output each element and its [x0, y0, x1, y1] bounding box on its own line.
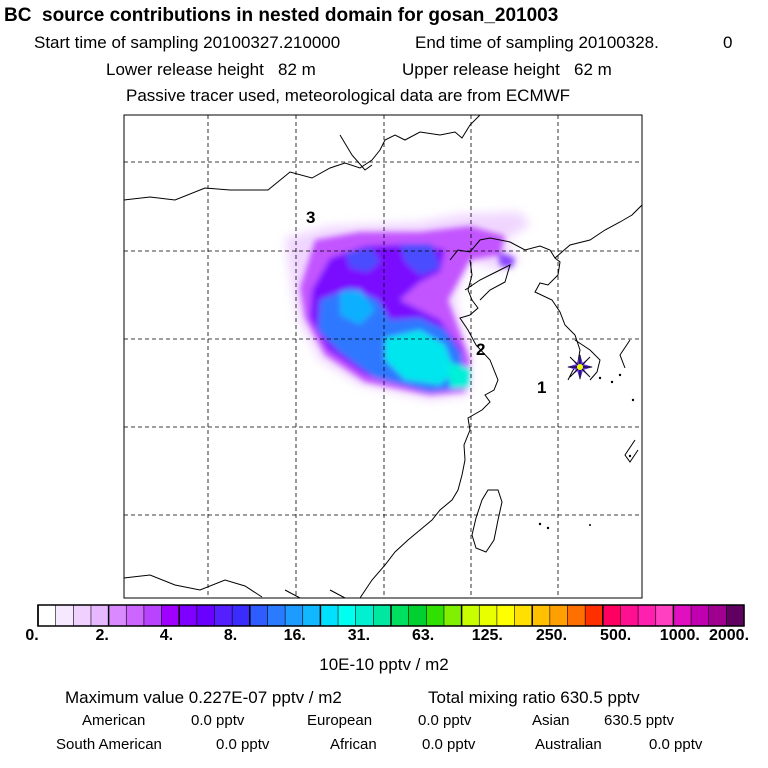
- colorbar-swatch: [355, 605, 374, 626]
- plot-title: BC source contributions in nested domain…: [4, 5, 559, 26]
- end-time-suffix: 0: [723, 33, 733, 52]
- colorbar-swatch: [408, 605, 427, 626]
- start-time-label: Start time of sampling 20100327.210000: [34, 33, 341, 52]
- colorbar-swatch: [443, 605, 463, 626]
- map-frame: [123, 114, 643, 599]
- receptor-star-icon: [567, 354, 593, 380]
- colorbar-swatch: [373, 605, 392, 626]
- region-value: 0.0 pptv: [422, 736, 476, 753]
- colorbar-swatch: [691, 605, 710, 626]
- concentration-plume: [285, 212, 530, 400]
- colorbar-swatch: [726, 605, 745, 626]
- tracer-note: Passive tracer used, meteorological data…: [126, 86, 571, 105]
- colorbar-unit: 10E-10 pptv / m2: [319, 655, 449, 674]
- colorbar-swatch: [90, 605, 110, 626]
- colorbar-swatch: [602, 605, 622, 626]
- colorbar-swatch: [214, 605, 233, 626]
- region-value: 0.0 pptv: [216, 736, 270, 753]
- colorbar-tick-label: 2000.: [708, 627, 750, 644]
- colorbar-swatch: [55, 605, 74, 626]
- colorbar-swatch: [267, 605, 286, 626]
- colorbar-swatch: [426, 605, 445, 626]
- upper-release-label: Upper release height 62 m: [402, 60, 612, 79]
- colorbar-swatch: [532, 605, 551, 626]
- colorbar-swatch: [549, 605, 569, 626]
- region-name: American: [82, 712, 146, 729]
- colorbar-swatch: [479, 605, 498, 626]
- colorbar-tick-label: 125.: [471, 627, 503, 644]
- colorbar-tick-label: 2.: [95, 627, 109, 644]
- region-value: 0.0 pptv: [191, 712, 245, 729]
- colorbar-swatch: [73, 605, 92, 626]
- marker-3-label: 3: [306, 208, 315, 227]
- colorbar-tick-label: 63.: [411, 627, 435, 644]
- colorbar-tick-label: 31.: [347, 627, 371, 644]
- region-name: South American: [56, 736, 162, 753]
- colorbar-swatch: [514, 605, 533, 626]
- end-time-label: End time of sampling 20100328.: [415, 33, 659, 52]
- marker-1-label: 1: [537, 378, 546, 397]
- maximum-value: Maximum value 0.227E-07 pptv / m2: [65, 688, 342, 707]
- colorbar-tick-label: 16.: [283, 627, 306, 644]
- colorbar-swatch: [585, 605, 604, 626]
- colorbar-tick-label: 0.: [25, 627, 39, 644]
- colorbar-swatch: [708, 605, 727, 626]
- region-name: Asian: [532, 712, 570, 729]
- colorbar-swatch: [496, 605, 516, 626]
- colorbar-swatch: [196, 605, 216, 626]
- colorbar-swatch: [249, 605, 269, 626]
- marker-2-label: 2: [476, 340, 485, 359]
- colorbar-swatch: [143, 605, 163, 626]
- colorbar-swatch: [302, 605, 321, 626]
- colorbar-swatch: [461, 605, 480, 626]
- region-value: 0.0 pptv: [418, 712, 472, 729]
- colorbar-swatch: [285, 605, 304, 626]
- lat-lon-grid: [124, 115, 642, 598]
- total-mixing-ratio: Total mixing ratio 630.5 pptv: [428, 688, 640, 707]
- colorbar-swatch: [638, 605, 657, 626]
- colorbar-swatch: [38, 605, 57, 626]
- colorbar-swatch: [126, 605, 145, 626]
- colorbar: [38, 605, 745, 626]
- region-name: African: [330, 736, 377, 753]
- colorbar-swatch: [320, 605, 339, 626]
- region-name: Australian: [535, 736, 602, 753]
- colorbar-swatch: [338, 605, 357, 626]
- colorbar-tick-label: 4.: [159, 627, 174, 644]
- region-name: European: [307, 712, 373, 729]
- colorbar-tick-label: 500.: [600, 627, 632, 644]
- lower-release-label: Lower release height 82 m: [106, 60, 316, 79]
- region-value: 0.0 pptv: [649, 736, 703, 753]
- colorbar-swatch: [179, 605, 198, 626]
- colorbar-swatch: [673, 605, 692, 626]
- colorbar-tick-label: 250.: [535, 627, 568, 644]
- colorbar-swatch: [391, 605, 410, 626]
- colorbar-swatch: [108, 605, 127, 626]
- colorbar-swatch: [232, 605, 251, 626]
- colorbar-swatch: [620, 605, 639, 626]
- small-islands: [538, 373, 635, 530]
- colorbar-swatch: [567, 605, 586, 626]
- region-value: 630.5 pptv: [604, 712, 675, 729]
- colorbar-tick-label: 1000.: [659, 627, 700, 644]
- colorbar-tick-label: 8.: [223, 627, 238, 644]
- colorbar-swatch: [655, 605, 674, 626]
- colorbar-swatch: [161, 605, 180, 626]
